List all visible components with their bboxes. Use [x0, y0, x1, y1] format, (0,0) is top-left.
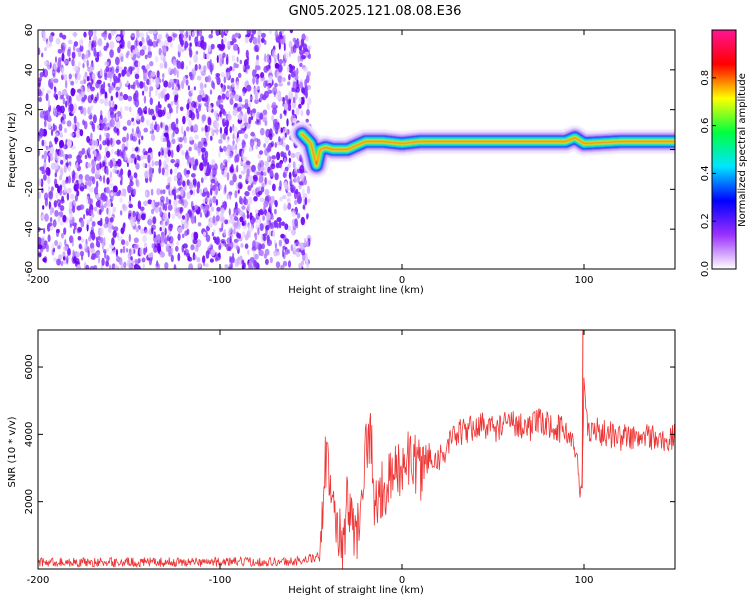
snr-frame	[37, 329, 676, 570]
colorbar-tick-label: 0.0	[700, 261, 711, 277]
snr-y-tick-label: 4000	[24, 422, 35, 447]
ridge-layer	[301, 133, 675, 166]
spectrogram-ridge	[289, 121, 675, 178]
colorbar-tick-label: 0.2	[700, 213, 711, 229]
spectrogram-x-tick-label: -100	[209, 275, 232, 286]
spectrogram-y-tick-label: 40	[24, 63, 35, 76]
colorbar-tick-label: 0.8	[700, 70, 711, 86]
spectrogram-x-tick-label: -200	[27, 275, 50, 286]
colorbar-gradient	[711, 29, 737, 270]
snr-y-tick-label: 2000	[24, 489, 35, 514]
colorbar-ticks: 0.0 0.2 0.4 0.6 0.8	[700, 70, 716, 277]
snr-y-tick-label: 6000	[24, 354, 35, 379]
snr-ticks: -200 -100 0 100 2000 4000 6000	[24, 330, 675, 586]
colorbar-tick-label: 0.4	[700, 165, 711, 181]
colorbar: 0.0 0.2 0.4 0.6 0.8 Normalized spectral ampl…	[700, 29, 748, 277]
spectrogram-y-tick-label: -40	[24, 221, 35, 237]
snr-y-axis-label: SNR (10 * v/v)	[7, 416, 18, 487]
spectrogram-y-tick-label: -60	[24, 261, 35, 277]
spectrogram-y-tick-label: 0	[24, 146, 35, 152]
snr-x-tick-label: -100	[209, 575, 232, 586]
snr-series-line	[38, 377, 675, 569]
spectrogram-x-tick-label: 0	[399, 275, 405, 286]
snr-plot-area	[38, 330, 675, 569]
spectrogram-y-axis-label: Frequency (Hz)	[7, 112, 18, 188]
spectrogram-y-tick-label: 20	[24, 103, 35, 116]
spectrogram-y-tick-label: -20	[24, 181, 35, 197]
snr-spike	[581, 330, 584, 489]
spectrogram-noise	[38, 30, 312, 269]
snr-x-tick-label: 100	[574, 575, 593, 586]
snr-x-tick-label: -200	[27, 575, 50, 586]
snr-x-tick-label: 0	[399, 575, 405, 586]
colorbar-tick-label: 0.6	[700, 118, 711, 134]
figure-title: GN05.2025.121.08.08.E36	[289, 4, 462, 19]
spectrogram-y-tick-label: 60	[24, 24, 35, 37]
spectrogram-x-tick-label: 100	[574, 275, 593, 286]
snr-x-axis-label: Height of straight line (km)	[288, 585, 424, 596]
spectrogram-x-axis-label: Height of straight line (km)	[288, 285, 424, 296]
colorbar-label: Normalized spectral amplitude	[737, 73, 748, 227]
snr-panel: -200 -100 0 100 2000 4000 6000 Height of strai…	[7, 329, 676, 596]
spectrogram-image	[38, 30, 675, 269]
